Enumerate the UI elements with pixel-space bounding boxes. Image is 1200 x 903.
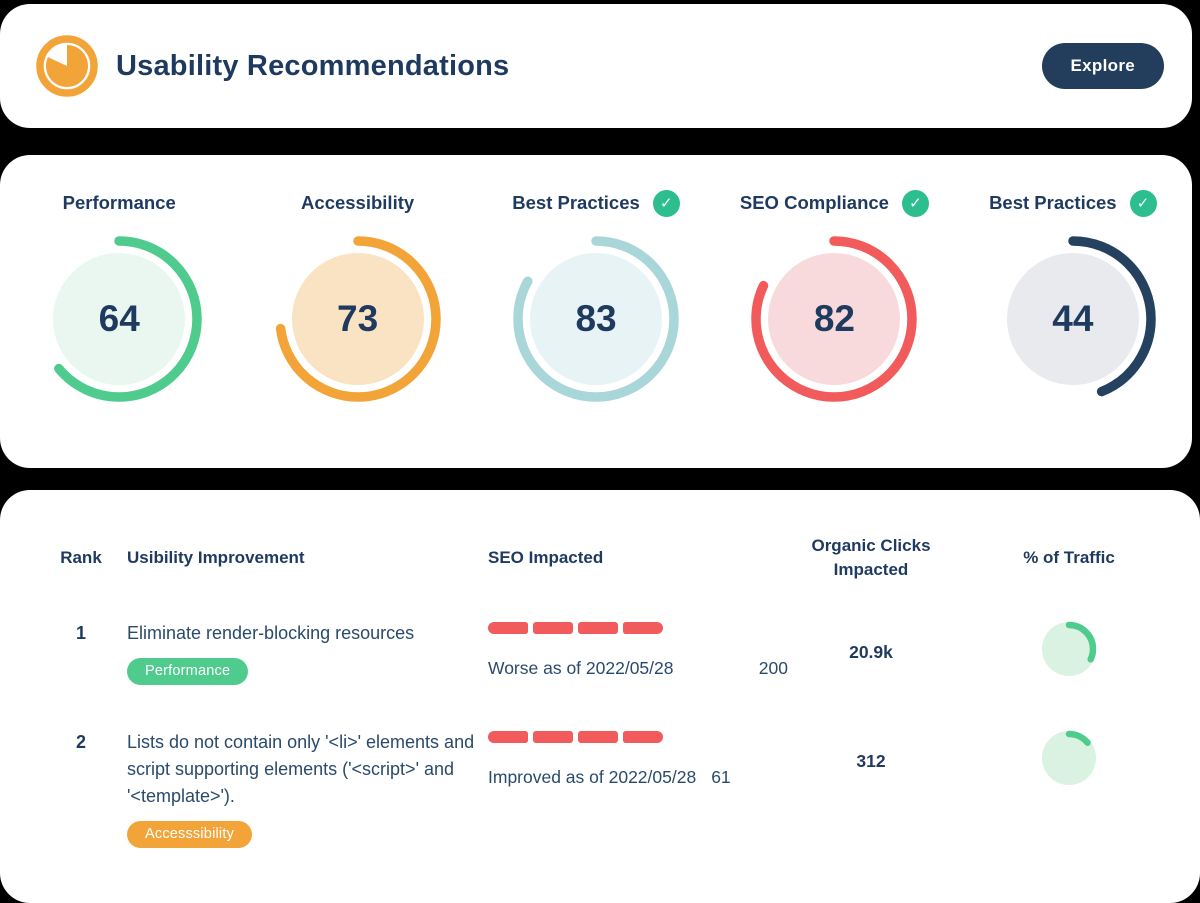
column-header-organic-clicks: Organic Clicks Impacted <box>811 536 931 579</box>
seo-dash-bar-icon <box>488 731 792 743</box>
scores-card: Performance 64 Accessibility 73 <box>0 155 1192 468</box>
traffic-donut <box>1040 729 1098 787</box>
score-gauge: 64 <box>31 231 207 407</box>
column-header-seo-impacted: SEO Impacted <box>488 548 604 567</box>
traffic-cell <box>950 729 1188 787</box>
score-card-seo-compliance: SEO Compliance ✓ 82 <box>715 188 953 468</box>
seo-dash-bar-icon <box>488 622 792 634</box>
check-icon: ✓ <box>901 189 929 217</box>
table-row: 2 Lists do not contain only '<li>' eleme… <box>0 729 1200 848</box>
score-value: 73 <box>337 298 379 339</box>
score-card-performance: Performance 64 <box>0 188 238 468</box>
score-value: 64 <box>98 298 140 339</box>
check-icon: ✓ <box>652 189 680 217</box>
column-header-traffic: % of Traffic <box>1023 548 1115 567</box>
check-icon: ✓ <box>1129 189 1157 217</box>
column-header-rank: Rank <box>60 548 102 567</box>
explore-button[interactable]: Explore <box>1041 43 1164 89</box>
seo-status-text: Worse as of 2022/05/28 <box>488 658 674 678</box>
organic-clicks-value: 20.9k <box>849 642 893 662</box>
improvement-text: Eliminate render-blocking resources <box>127 623 415 643</box>
rank-value: 1 <box>75 623 86 643</box>
score-card-best-practices-2: Best Practices ✓ 44 <box>954 188 1192 468</box>
column-header-improvement: Usibility Improvement <box>127 548 305 567</box>
score-gauge: 73 <box>270 231 446 407</box>
page-title: Usability Recommendations <box>116 49 510 82</box>
seo-impacted-cell: Improved as of 2022/05/28 61 <box>476 729 792 788</box>
score-card-best-practices-1: Best Practices ✓ 83 <box>477 188 715 468</box>
score-label: Performance <box>62 192 176 213</box>
improvement-text: Lists do not contain only '<li>' element… <box>127 732 475 806</box>
traffic-donut <box>1040 620 1098 678</box>
organic-clicks-value: 312 <box>856 751 886 771</box>
score-label: Best Practices <box>989 192 1117 213</box>
score-value: 83 <box>575 298 617 339</box>
score-gauge: 83 <box>508 231 684 407</box>
category-badge: Accesssibility <box>127 821 253 848</box>
score-label: SEO Compliance <box>739 192 889 213</box>
improvement-cell: Lists do not contain only '<li>' element… <box>104 729 476 848</box>
score-value: 82 <box>813 298 855 339</box>
seo-impact-value: 61 <box>711 767 731 787</box>
score-label: Best Practices <box>512 192 640 213</box>
score-gauge: 82 <box>746 231 922 407</box>
rank-value: 2 <box>75 732 86 752</box>
recommendations-table-card: Rank Usibility Improvement SEO Impacted … <box>0 490 1200 903</box>
seo-status-text: Improved as of 2022/05/28 <box>488 767 697 787</box>
score-gauge: 44 <box>985 231 1161 407</box>
seo-impacted-cell: Worse as of 2022/05/28 200 <box>476 620 792 679</box>
pie-clock-logo-icon <box>36 35 98 97</box>
seo-impact-value: 200 <box>758 658 788 678</box>
score-label: Accessibility <box>301 192 415 213</box>
table-header: Rank Usibility Improvement SEO Impacted … <box>0 534 1200 582</box>
improvement-cell: Eliminate render-blocking resources Perf… <box>104 620 476 685</box>
score-card-accessibility: Accessibility 73 <box>238 188 476 468</box>
category-badge: Performance <box>127 658 249 685</box>
header-card: Usability Recommendations Explore <box>0 4 1192 128</box>
table-row: 1 Eliminate render-blocking resources Pe… <box>0 620 1200 685</box>
traffic-cell <box>950 620 1188 678</box>
score-value: 44 <box>1052 298 1094 339</box>
